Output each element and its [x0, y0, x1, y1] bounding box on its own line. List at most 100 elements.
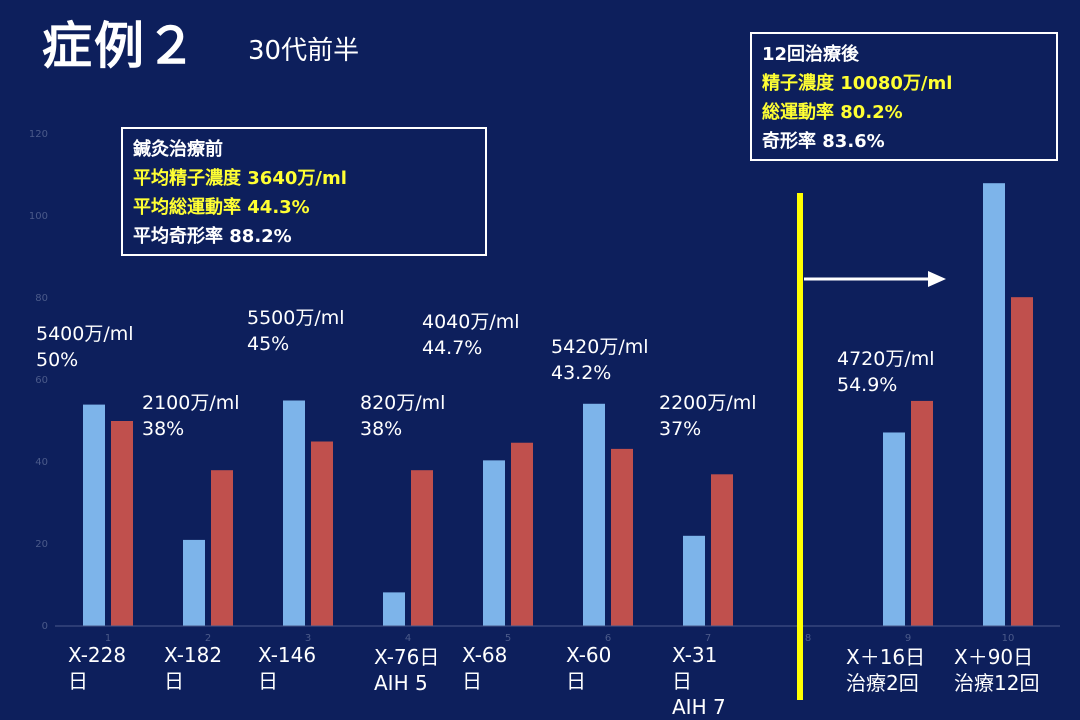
- annotation-3: 5500万/ml 45%: [247, 305, 345, 357]
- x-tick-label: 9: [905, 633, 911, 644]
- x-label: X＋16日 治療2回: [846, 644, 925, 696]
- bar-concentration-9: [883, 432, 905, 626]
- bar-motility-10: [1011, 297, 1033, 626]
- x-tick-label: 2: [205, 633, 211, 644]
- y-tick-label: 100: [29, 211, 48, 222]
- arrow-icon: [804, 271, 946, 287]
- annotation-2: 2100万/ml 38%: [142, 390, 240, 442]
- after-box-morphology: 奇形率 83.6%: [762, 131, 885, 152]
- annotation-8: 4720万/ml 54.9%: [837, 346, 935, 398]
- y-tick-label: 120: [29, 129, 48, 140]
- x-tick-label: 10: [1002, 633, 1015, 644]
- x-label-line: 日: [68, 669, 88, 693]
- x-label-line: 治療2回: [846, 671, 919, 695]
- bar-motility-5: [511, 442, 533, 626]
- annotation-conc: 5400万/ml: [36, 323, 134, 345]
- annotation-pct: 54.9%: [837, 374, 898, 396]
- bar-motility-6: [611, 448, 633, 626]
- y-tick-label: 40: [35, 457, 48, 468]
- annotation-pct: 37%: [659, 418, 702, 440]
- x-label: X-60 日: [566, 642, 611, 694]
- bar-motility-9: [911, 400, 933, 626]
- annotation-conc: 2100万/ml: [142, 392, 240, 414]
- after-box-title: 12回治療後: [762, 44, 860, 65]
- x-label: X-76日 AIH 5: [374, 644, 439, 696]
- x-tick-label: 8: [805, 633, 811, 644]
- x-label-line: X-68: [462, 643, 508, 667]
- after-box-motility: 総運動率 80.2%: [762, 102, 903, 123]
- annotation-pct: 50%: [36, 349, 79, 371]
- x-label-line: X-76日: [374, 645, 440, 669]
- annotation-pct: 38%: [142, 418, 185, 440]
- x-label-line: X-146: [258, 643, 317, 667]
- annotation-6: 5420万/ml 43.2%: [551, 334, 649, 386]
- bar-concentration-1: [83, 404, 105, 626]
- after-treatment-box: 12回治療後 精子濃度 10080万/ml 総運動率 80.2% 奇形率 83.…: [750, 32, 1058, 161]
- x-tick-label: 1: [105, 633, 111, 644]
- annotation-pct: 43.2%: [551, 362, 612, 384]
- x-label-line: X-31: [672, 643, 718, 667]
- annotation-4: 820万/ml 38%: [360, 390, 445, 442]
- bar-motility-4: [411, 470, 433, 626]
- annotation-conc: 5420万/ml: [551, 336, 649, 358]
- x-label-line: X-228: [68, 643, 127, 667]
- annotation-5: 4040万/ml 44.7%: [422, 309, 520, 361]
- x-label: X-68 日: [462, 642, 507, 694]
- bar-motility-3: [311, 441, 333, 626]
- bar-concentration-4: [383, 592, 405, 626]
- bar-concentration-5: [483, 460, 505, 626]
- annotation-conc: 5500万/ml: [247, 307, 345, 329]
- x-tick-label: 6: [605, 633, 611, 644]
- annotation-pct: 38%: [360, 418, 403, 440]
- bar-motility-2: [211, 470, 233, 626]
- x-label: X-146 日: [258, 642, 316, 694]
- after-box-concentration: 精子濃度 10080万/ml: [762, 73, 953, 94]
- x-label: X＋90日 治療12回: [954, 644, 1039, 696]
- annotation-pct: 44.7%: [422, 337, 483, 359]
- bar-motility-7: [711, 474, 733, 626]
- x-label-line: X＋16日: [846, 645, 926, 669]
- before-box-morphology: 平均奇形率 88.2%: [133, 226, 292, 247]
- bar-concentration-7: [683, 535, 705, 626]
- x-label-line: X＋90日: [954, 645, 1034, 669]
- x-tick-label: 3: [305, 633, 311, 644]
- bar-concentration-2: [183, 539, 205, 626]
- y-tick-label: 80: [35, 293, 48, 304]
- x-label: X-182 日: [164, 642, 222, 694]
- x-tick-label: 4: [405, 633, 411, 644]
- x-label-line: X-182: [164, 643, 223, 667]
- y-tick-label: 0: [42, 621, 48, 632]
- x-label: X-228 日: [68, 642, 126, 694]
- x-label-line: 日: [164, 669, 184, 693]
- bar-concentration-3: [283, 400, 305, 626]
- slide-subtitle: 30代前半: [248, 36, 360, 66]
- x-tick-label: 7: [705, 633, 711, 644]
- y-tick-label: 60: [35, 375, 48, 386]
- annotation-pct: 45%: [247, 333, 290, 355]
- x-label-line: 日: [462, 669, 482, 693]
- before-box-title: 鍼灸治療前: [133, 139, 223, 160]
- x-label-line: X-60: [566, 643, 612, 667]
- bar-concentration-10: [983, 183, 1005, 626]
- before-treatment-box: 鍼灸治療前 平均精子濃度 3640万/ml 平均総運動率 44.3% 平均奇形率…: [121, 127, 487, 256]
- annotation-conc: 4720万/ml: [837, 348, 935, 370]
- y-tick-label: 20: [35, 539, 48, 550]
- slide-title: 症例２: [42, 17, 198, 75]
- x-label-line: 日: [258, 669, 278, 693]
- x-label-line: 日: [566, 669, 586, 693]
- x-label-line: AIH 5: [374, 671, 428, 695]
- annotation-conc: 2200万/ml: [659, 392, 757, 414]
- before-box-concentration: 平均精子濃度 3640万/ml: [133, 168, 347, 189]
- bar-motility-1: [111, 421, 133, 626]
- x-label-line: 治療12回: [954, 671, 1040, 695]
- x-label: X-31 日 AIH 7: [672, 642, 726, 720]
- x-tick-label: 5: [505, 633, 511, 644]
- before-box-motility: 平均総運動率 44.3%: [133, 197, 310, 218]
- annotation-conc: 820万/ml: [360, 392, 446, 414]
- annotation-7: 2200万/ml 37%: [659, 390, 757, 442]
- annotation-1: 5400万/ml 50%: [36, 321, 134, 373]
- bar-concentration-6: [583, 403, 605, 626]
- x-label-line: 日: [672, 669, 692, 693]
- annotation-conc: 4040万/ml: [422, 311, 520, 333]
